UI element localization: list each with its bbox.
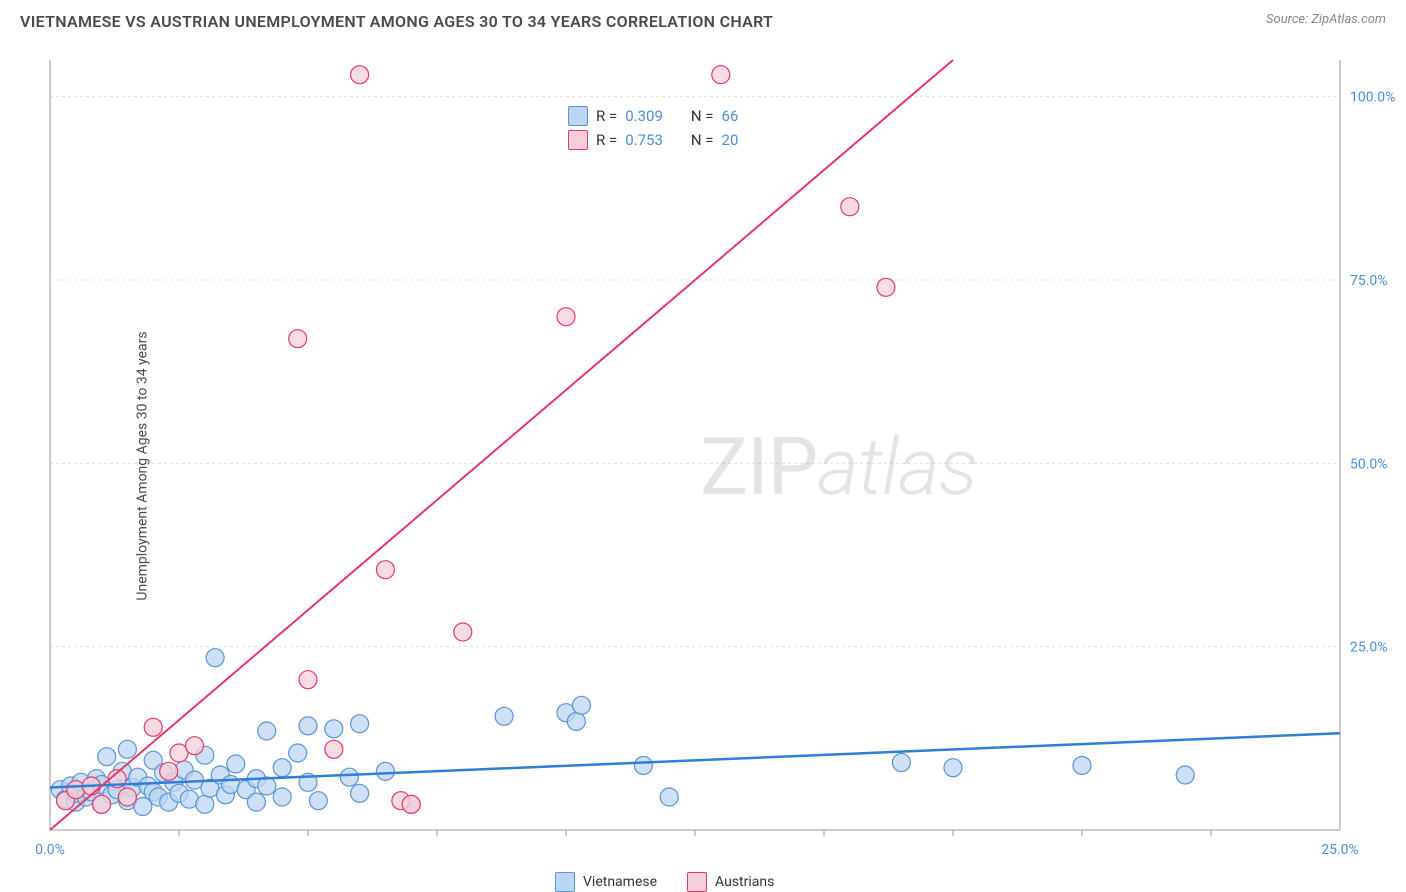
data-point-vietnamese	[892, 754, 910, 772]
y-tick-label: 75.0%	[1350, 273, 1388, 289]
data-point-austrians	[454, 623, 472, 641]
data-point-vietnamese	[376, 762, 394, 780]
data-point-vietnamese	[206, 649, 224, 667]
chart-title: VIETNAMESE VS AUSTRIAN UNEMPLOYMENT AMON…	[20, 12, 773, 31]
legend-swatch	[555, 872, 575, 892]
y-tick-label: 50.0%	[1350, 456, 1388, 472]
legend-item: Vietnamese	[555, 872, 657, 892]
data-point-vietnamese	[340, 768, 358, 786]
data-point-vietnamese	[572, 696, 590, 714]
r-label: R =	[596, 107, 617, 125]
n-value: 66	[722, 107, 739, 125]
r-value: 0.309	[625, 107, 663, 125]
stats-row: R = 0.753 N = 20	[568, 130, 738, 150]
data-point-austrians	[841, 198, 859, 216]
series-swatch	[568, 130, 588, 150]
data-point-vietnamese	[196, 795, 214, 813]
data-point-vietnamese	[273, 759, 291, 777]
chart-legend: Vietnamese Austrians	[555, 872, 774, 892]
legend-label: Austrians	[715, 874, 774, 890]
data-point-vietnamese	[98, 748, 116, 766]
data-point-vietnamese	[351, 715, 369, 733]
data-point-austrians	[118, 788, 136, 806]
n-label: N =	[691, 131, 714, 149]
y-tick-label: 25.0%	[1350, 640, 1388, 656]
data-point-vietnamese	[351, 784, 369, 802]
data-point-vietnamese	[227, 755, 245, 773]
chart-header: VIETNAMESE VS AUSTRIAN UNEMPLOYMENT AMON…	[0, 0, 1406, 39]
chart-area: Unemployment Among Ages 30 to 34 years 2…	[0, 40, 1406, 892]
data-point-vietnamese	[247, 793, 265, 811]
data-point-vietnamese	[1073, 756, 1091, 774]
correlation-stats-box: R = 0.309 N = 66 R = 0.753 N = 20	[560, 102, 746, 154]
legend-swatch	[687, 872, 707, 892]
data-point-austrians	[877, 278, 895, 296]
data-point-austrians	[712, 66, 730, 84]
data-point-vietnamese	[567, 712, 585, 730]
data-point-vietnamese	[660, 788, 678, 806]
data-point-vietnamese	[258, 722, 276, 740]
data-point-vietnamese	[325, 720, 343, 738]
data-point-vietnamese	[634, 756, 652, 774]
x-tick-label: 25.0%	[1321, 842, 1359, 858]
data-point-vietnamese	[118, 740, 136, 758]
data-point-austrians	[185, 737, 203, 755]
data-point-austrians	[144, 718, 162, 736]
data-point-austrians	[557, 308, 575, 326]
data-point-austrians	[299, 671, 317, 689]
data-point-vietnamese	[273, 788, 291, 806]
legend-label: Vietnamese	[583, 874, 657, 890]
y-tick-label: 100.0%	[1350, 90, 1395, 106]
data-point-vietnamese	[944, 759, 962, 777]
legend-item: Austrians	[687, 872, 774, 892]
scatter-chart-svg: 25.0% 50.0% 75.0% 100.0% 0.0% 25.0%	[0, 40, 1406, 860]
y-axis-label: Unemployment Among Ages 30 to 34 years	[135, 331, 151, 600]
source-attribution: Source: ZipAtlas.com	[1266, 12, 1386, 27]
data-point-austrians	[93, 795, 111, 813]
data-point-vietnamese	[1176, 766, 1194, 784]
stats-row: R = 0.309 N = 66	[568, 106, 738, 126]
n-value: 20	[722, 131, 739, 149]
n-label: N =	[691, 107, 714, 125]
data-point-vietnamese	[289, 744, 307, 762]
r-value: 0.753	[625, 131, 663, 149]
data-point-austrians	[289, 330, 307, 348]
x-tick-label: 0.0%	[35, 842, 65, 858]
series-swatch	[568, 106, 588, 126]
data-point-austrians	[160, 762, 178, 780]
r-label: R =	[596, 131, 617, 149]
data-point-austrians	[402, 795, 420, 813]
data-point-vietnamese	[299, 717, 317, 735]
data-point-vietnamese	[309, 792, 327, 810]
data-point-vietnamese	[495, 707, 513, 725]
data-point-austrians	[325, 740, 343, 758]
data-point-austrians	[351, 66, 369, 84]
data-point-austrians	[376, 561, 394, 579]
